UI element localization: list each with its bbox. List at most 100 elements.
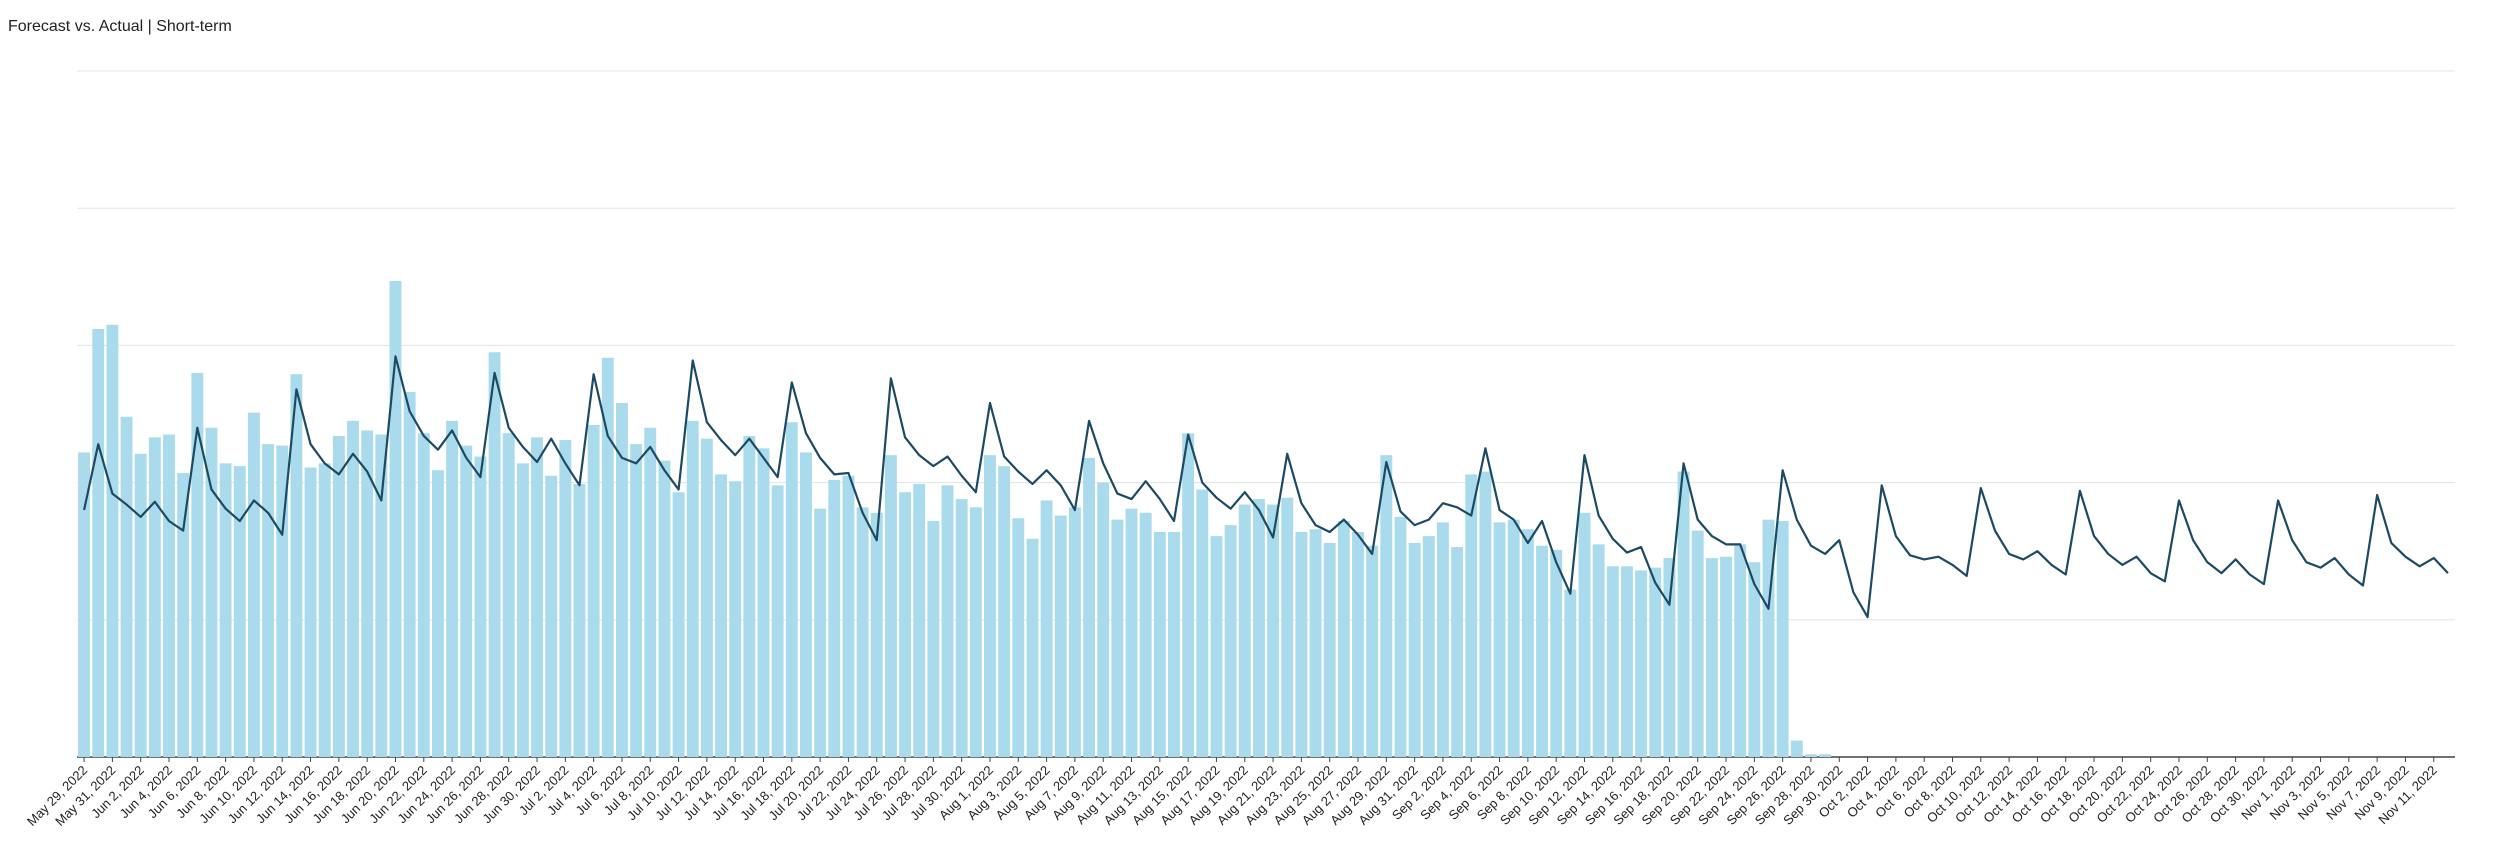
bar <box>276 445 289 757</box>
bar <box>375 434 388 757</box>
bar <box>1536 545 1548 757</box>
bar <box>616 403 628 757</box>
bar <box>1578 512 1591 757</box>
bar <box>347 420 359 757</box>
bar <box>290 374 303 757</box>
bar <box>1267 504 1280 757</box>
bar <box>771 485 784 757</box>
bar <box>1592 544 1605 757</box>
bar <box>1125 508 1138 757</box>
bar <box>1663 558 1676 757</box>
bar <box>1224 525 1237 757</box>
bar <box>1040 500 1053 757</box>
bar <box>1635 570 1648 757</box>
bar <box>1394 516 1407 757</box>
bar <box>78 452 91 757</box>
bar <box>332 435 345 757</box>
bar <box>884 455 897 757</box>
bar <box>1436 522 1449 757</box>
bar <box>573 483 586 757</box>
bar <box>120 416 133 757</box>
bar <box>1705 558 1718 757</box>
bar <box>757 448 770 757</box>
bar <box>531 437 543 757</box>
bar <box>1691 530 1704 757</box>
bar <box>1054 515 1067 757</box>
bar <box>1295 531 1308 757</box>
bar <box>191 372 204 757</box>
bar <box>1422 536 1435 757</box>
bar <box>1252 499 1265 757</box>
bar <box>672 492 685 757</box>
bar <box>1323 542 1336 757</box>
bar <box>1352 531 1364 757</box>
bar <box>1139 512 1152 757</box>
bar <box>785 422 798 757</box>
bar <box>205 427 218 757</box>
bar <box>1111 519 1124 757</box>
bar <box>984 455 996 757</box>
bar <box>460 445 473 757</box>
bar <box>1083 457 1096 757</box>
bar <box>545 475 558 757</box>
bar <box>998 466 1011 757</box>
bar <box>389 280 402 757</box>
bar <box>1606 566 1619 757</box>
bar <box>474 456 487 757</box>
bar <box>1026 538 1039 757</box>
bar <box>1196 489 1209 757</box>
bar <box>870 512 883 757</box>
bar <box>148 437 161 757</box>
bar <box>842 475 855 757</box>
bar <box>644 427 657 757</box>
bar <box>1068 507 1081 757</box>
bar <box>1281 497 1294 757</box>
bar <box>1819 754 1832 757</box>
bar <box>1309 529 1322 757</box>
bar <box>743 435 756 757</box>
bar <box>1790 740 1803 757</box>
bar <box>1337 521 1350 757</box>
bar <box>92 328 105 757</box>
bar <box>488 352 501 757</box>
bar <box>1465 474 1478 757</box>
bar <box>1380 455 1393 757</box>
bar <box>814 508 827 757</box>
bar <box>1210 536 1223 757</box>
bar <box>587 424 600 757</box>
bar <box>955 499 968 757</box>
bar <box>686 420 699 757</box>
bar <box>927 521 940 757</box>
bar <box>1493 522 1506 757</box>
bar <box>304 467 317 757</box>
bar <box>1521 529 1534 757</box>
bar <box>1366 545 1379 757</box>
bar <box>1550 549 1563 757</box>
bar <box>700 438 713 757</box>
bar <box>1677 471 1690 757</box>
bar <box>432 470 444 757</box>
bar <box>403 392 416 757</box>
bar <box>856 507 869 757</box>
bar <box>1621 566 1633 757</box>
bar <box>913 483 926 757</box>
bar <box>1238 504 1251 757</box>
forecast-line <box>83 355 2449 619</box>
bar <box>1762 519 1775 757</box>
bar <box>262 444 275 757</box>
bar <box>106 324 119 757</box>
bar <box>1805 754 1817 757</box>
bar <box>1168 531 1180 757</box>
bar <box>729 481 742 757</box>
bar <box>177 472 190 757</box>
bar <box>658 460 671 757</box>
bar <box>247 412 260 757</box>
bar <box>1649 567 1662 757</box>
bar <box>1097 482 1110 757</box>
bar <box>516 463 529 757</box>
bar <box>899 492 911 757</box>
bar <box>134 453 147 757</box>
bar <box>233 466 246 757</box>
bar <box>1153 531 1166 757</box>
